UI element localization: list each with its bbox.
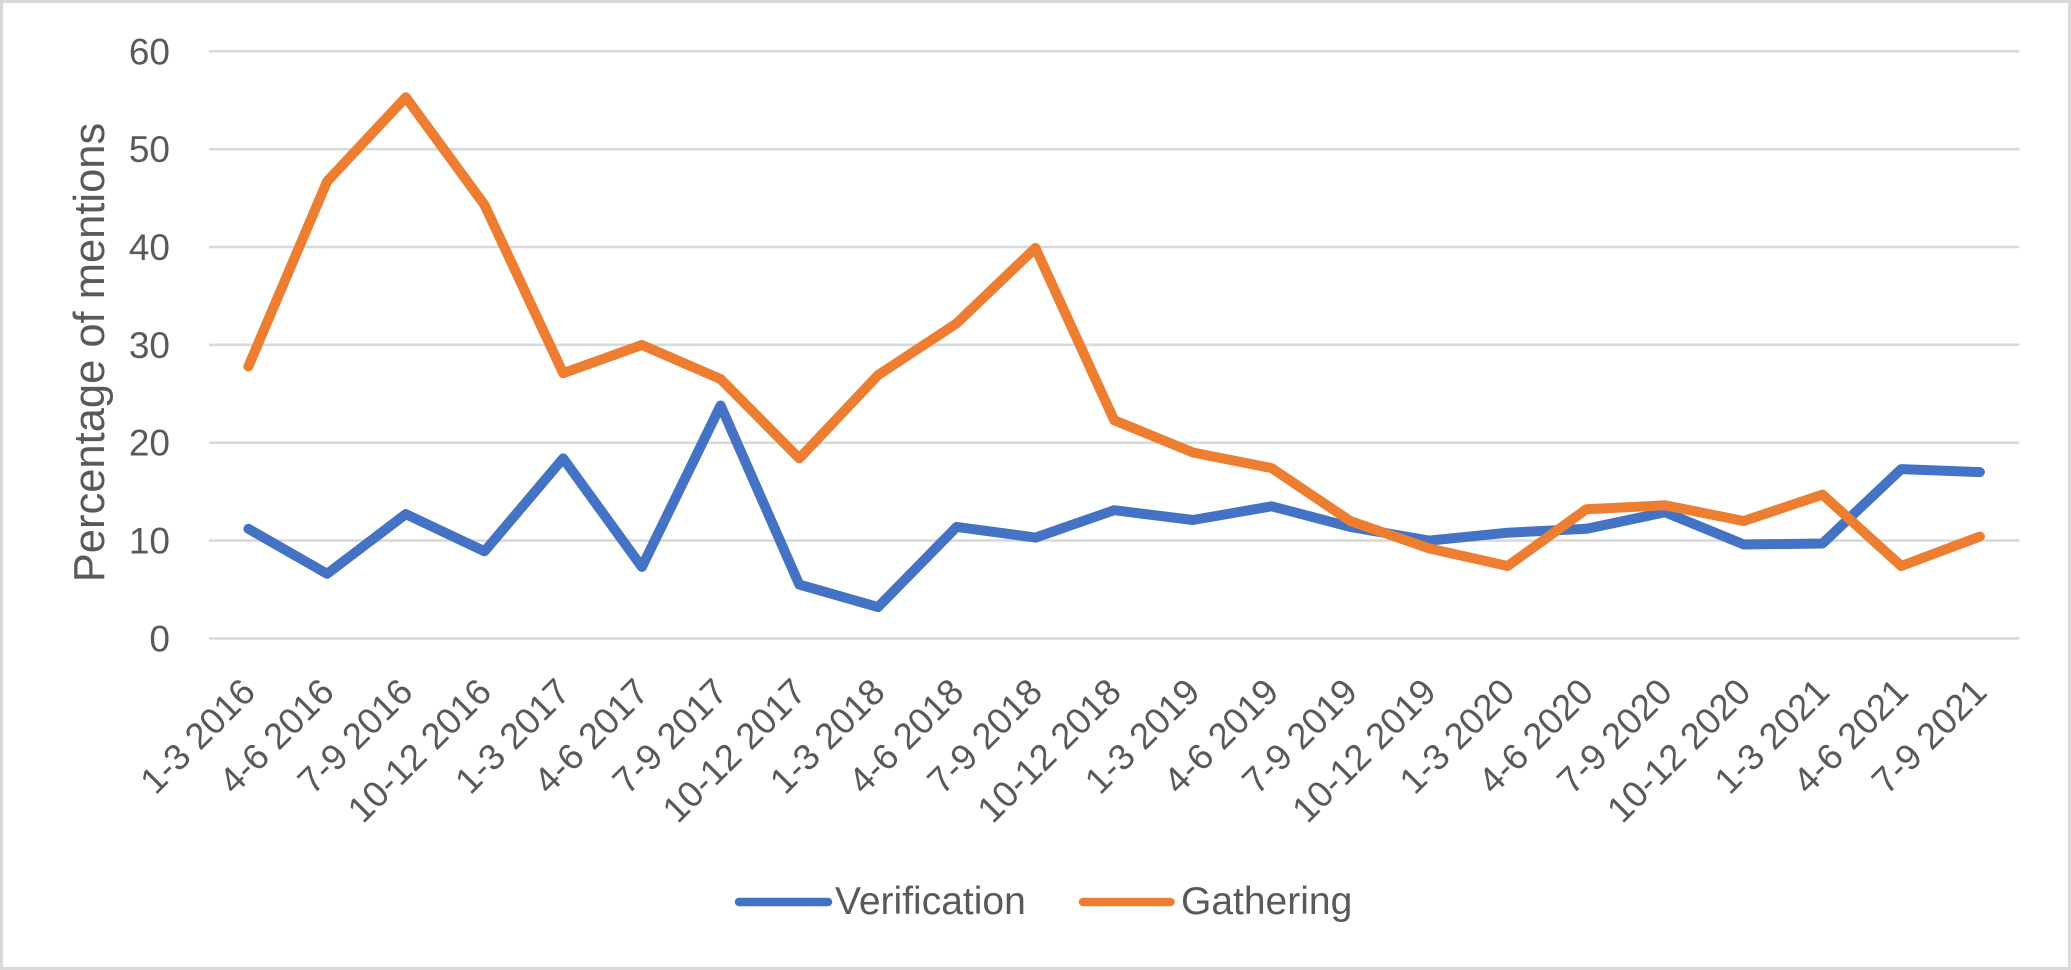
- svg-text:20: 20: [129, 423, 170, 464]
- svg-text:60: 60: [129, 31, 170, 72]
- svg-text:Percentage of mentions: Percentage of mentions: [66, 123, 114, 582]
- svg-text:30: 30: [129, 325, 170, 366]
- svg-text:40: 40: [129, 227, 170, 268]
- svg-text:0: 0: [149, 618, 170, 659]
- svg-text:50: 50: [129, 129, 170, 170]
- svg-text:10: 10: [129, 521, 170, 562]
- svg-text:Verification: Verification: [835, 880, 1026, 923]
- svg-text:Gathering: Gathering: [1181, 880, 1352, 923]
